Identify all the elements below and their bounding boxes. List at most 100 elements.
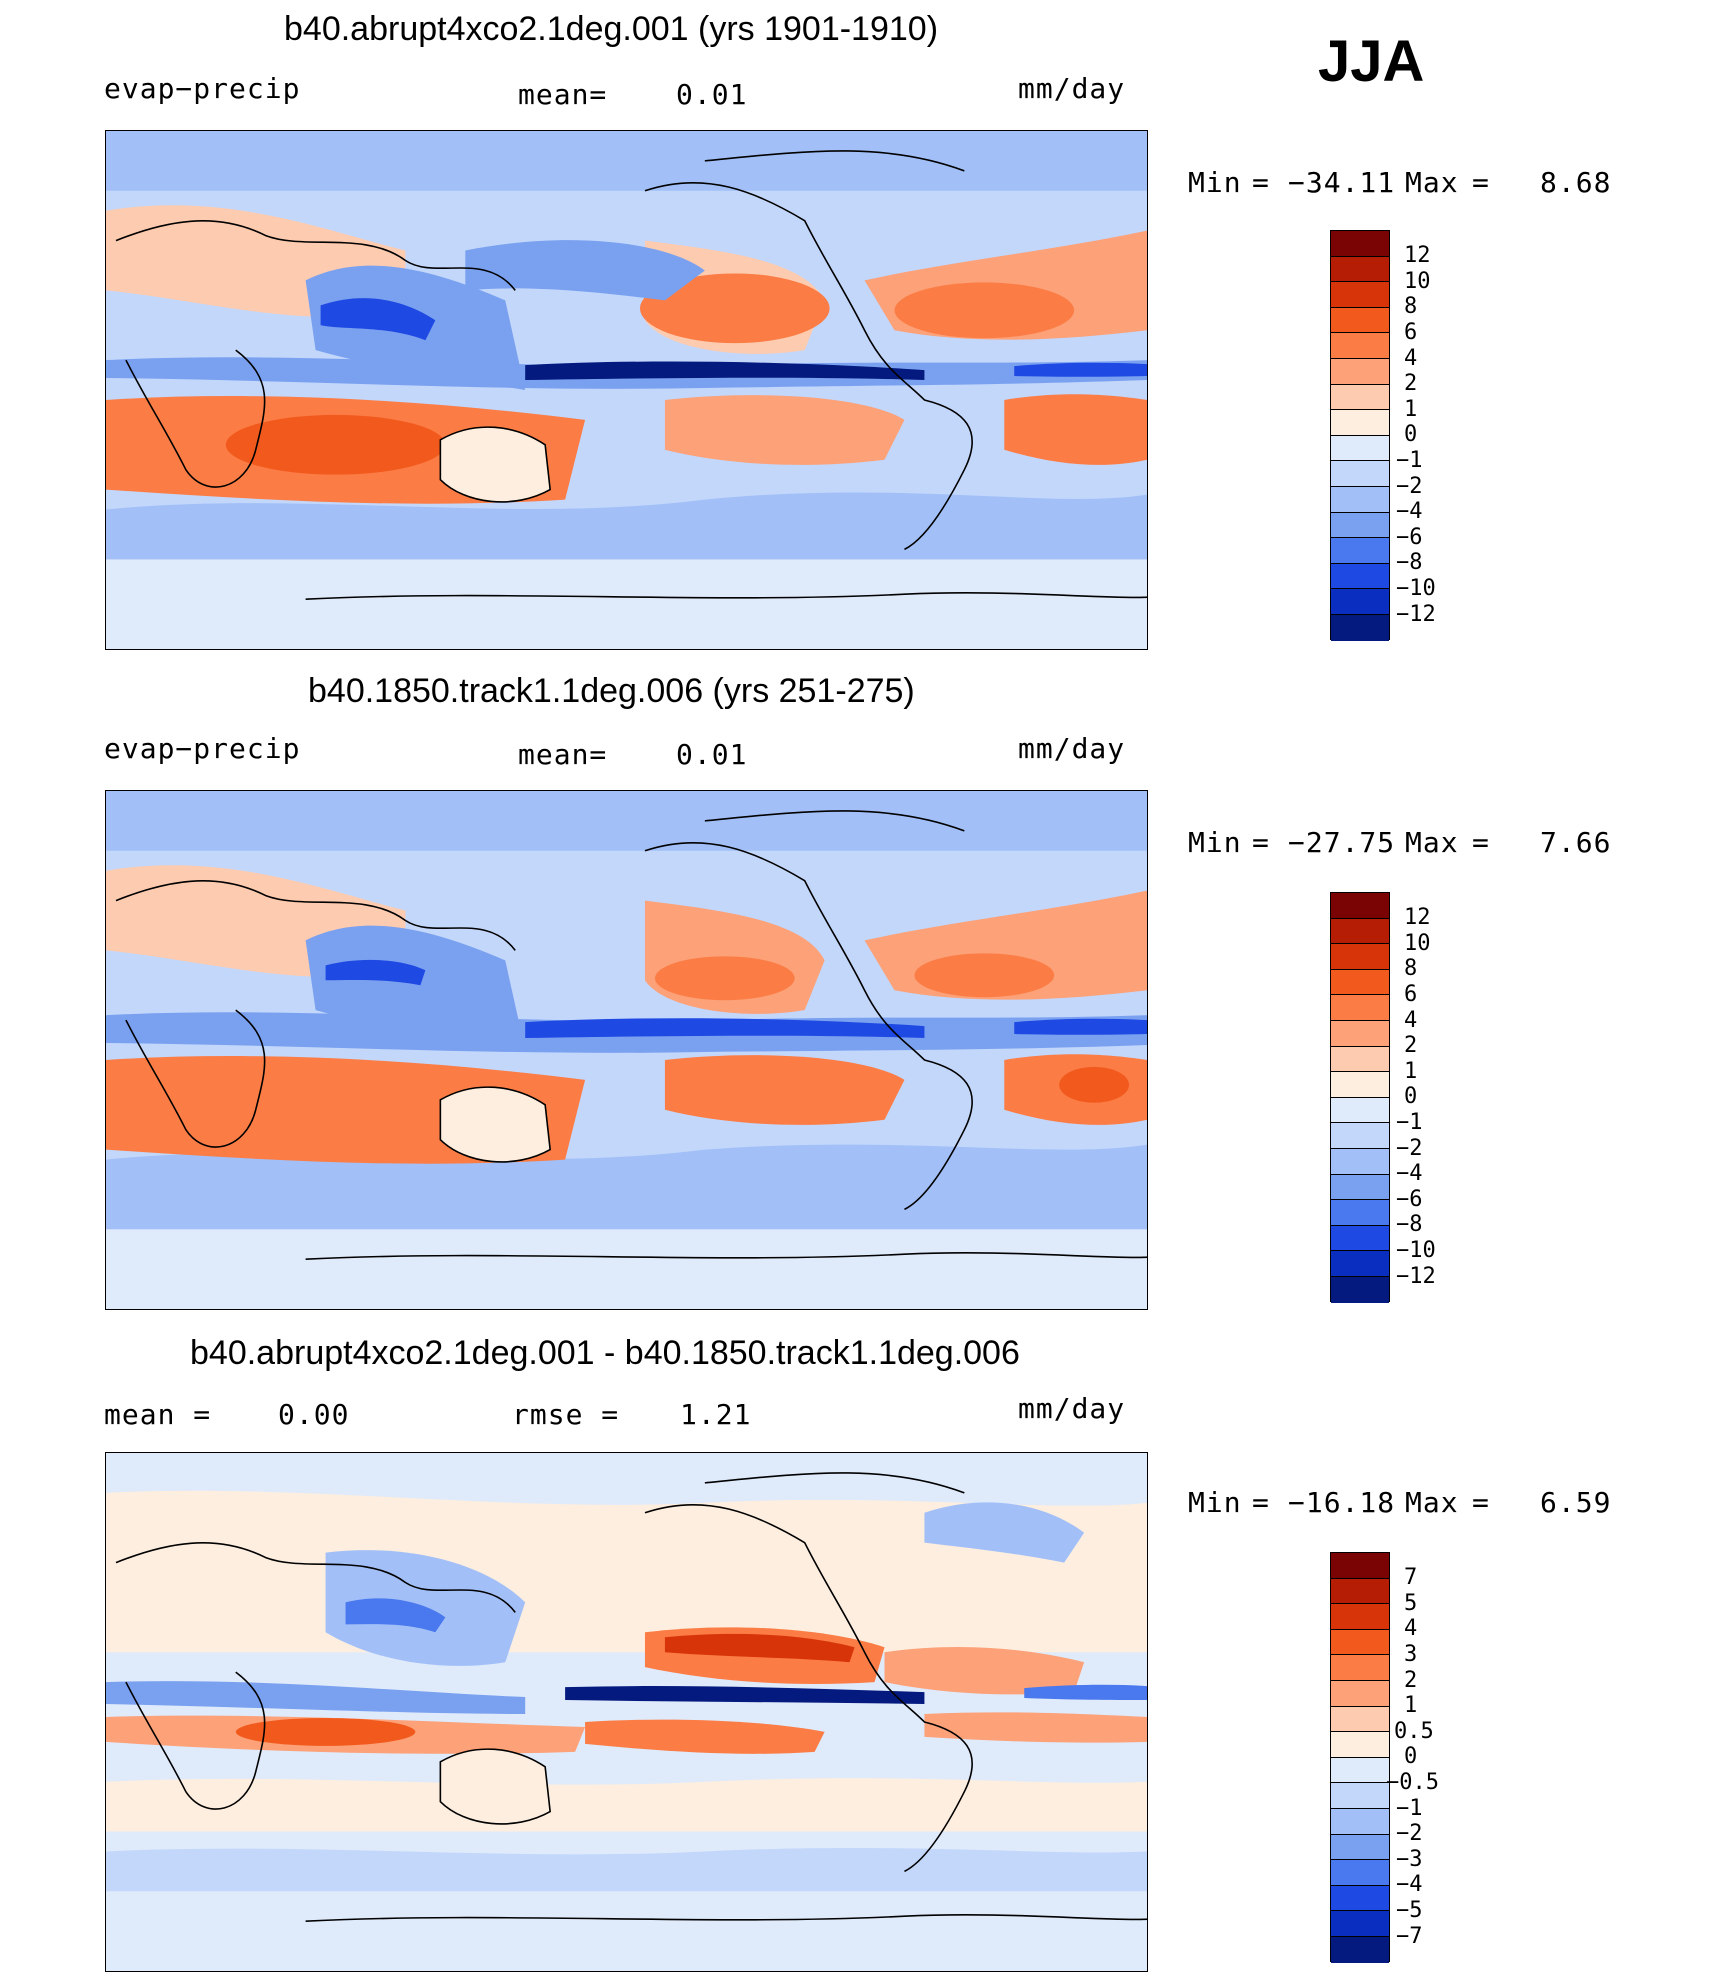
panel2-min-eq: = <box>1252 826 1270 859</box>
panel2-cb-label: −10 <box>1396 1238 1436 1263</box>
panel2-cb-label: −4 <box>1396 1161 1423 1186</box>
panel3-title: b40.abrupt4xco2.1deg.001 - b40.1850.trac… <box>190 1334 1020 1372</box>
panel1-cb-label: 1 <box>1404 397 1418 422</box>
panel3-cb-label: −0.5 <box>1386 1770 1439 1795</box>
panel2-cb-label: 4 <box>1404 1008 1418 1033</box>
panel2-colorbar-bin <box>1331 1251 1389 1277</box>
panel1-mean-label: mean= <box>518 78 608 111</box>
panel1-max-eq: = <box>1472 166 1490 199</box>
panel2-cb-label: 2 <box>1404 1033 1418 1058</box>
panel1-colorbar-bin <box>1331 307 1389 334</box>
panel3-colorbar <box>1330 1552 1390 1963</box>
panel1-cb-label: 10 <box>1404 269 1431 294</box>
panel1-min-label: Min <box>1188 166 1242 199</box>
panel1-map <box>105 130 1148 650</box>
panel3-mean-value: 0.00 <box>278 1398 350 1431</box>
panel2-colorbar-bin <box>1331 995 1389 1021</box>
panel3-colorbar-bin <box>1331 1783 1389 1809</box>
panel1-colorbar-bin <box>1331 384 1389 411</box>
panel3-colorbar-bin <box>1331 1553 1389 1579</box>
panel1-colorbar-bin <box>1331 231 1389 257</box>
panel2-colorbar-bin <box>1331 918 1389 945</box>
panel2-colorbar-bin <box>1331 1123 1389 1149</box>
panel1-cb-label: −2 <box>1396 474 1423 499</box>
panel2-colorbar-bin <box>1331 1046 1389 1073</box>
panel3-colorbar-bin <box>1331 1860 1389 1886</box>
panel3-min-eq: = <box>1252 1486 1270 1519</box>
panel3-cb-label: 1 <box>1404 1693 1418 1718</box>
panel3-cb-label: −2 <box>1396 1821 1423 1846</box>
panel1-colorbar-bin <box>1331 282 1389 308</box>
panel2-variable-label: evap−precip <box>104 732 301 765</box>
panel3-cb-label: −4 <box>1396 1872 1423 1897</box>
panel2-cb-label: −1 <box>1396 1110 1423 1135</box>
panel3-max-eq: = <box>1472 1486 1490 1519</box>
panel2-cb-label: −2 <box>1396 1136 1423 1161</box>
panel2-colorbar-bin <box>1331 1174 1389 1201</box>
panel2-cb-label: −6 <box>1396 1187 1423 1212</box>
panel1-cb-label: 8 <box>1404 294 1418 319</box>
panel3-cb-label: −7 <box>1396 1924 1423 1949</box>
panel2-colorbar-bin <box>1331 1097 1389 1124</box>
panel3-colorbar-bin <box>1331 1936 1389 1963</box>
panel1-colorbar-bin <box>1331 486 1389 513</box>
panel2-colorbar-bin <box>1331 893 1389 919</box>
panel3-colorbar-bin <box>1331 1808 1389 1835</box>
panel1-colorbar-bin <box>1331 358 1389 385</box>
panel1-cb-label: −4 <box>1396 499 1423 524</box>
panel3-max-value: 6.59 <box>1540 1486 1612 1519</box>
panel1-mean-value: 0.01 <box>676 78 748 111</box>
panel1-cb-label: 6 <box>1404 320 1418 345</box>
panel1-colorbar-bin <box>1331 435 1389 462</box>
panel3-colorbar-bin <box>1331 1706 1389 1733</box>
panel2-cb-label: 0 <box>1404 1084 1418 1109</box>
panel3-cb-label: −1 <box>1396 1796 1423 1821</box>
panel1-cb-label: 2 <box>1404 371 1418 396</box>
panel2-min-label: Min <box>1188 826 1242 859</box>
panel2-cb-label: −8 <box>1396 1212 1423 1237</box>
panel2-colorbar-bin <box>1331 1200 1389 1226</box>
panel2-mean-value: 0.01 <box>676 738 748 771</box>
panel2-mean-label: mean= <box>518 738 608 771</box>
panel3-rmse-value: 1.21 <box>680 1398 752 1431</box>
panel1-min-value: −34.11 <box>1288 166 1396 199</box>
panel3-colorbar-bin <box>1331 1885 1389 1912</box>
season-label: JJA <box>1318 29 1425 94</box>
panel3-cb-label: −5 <box>1396 1898 1423 1923</box>
panel1-colorbar-bin <box>1331 333 1389 359</box>
panel1-variable-label: evap−precip <box>104 72 301 105</box>
panel2-units: mm/day <box>1018 732 1126 765</box>
panel2-cb-label: 8 <box>1404 956 1418 981</box>
panel1-cb-label: 4 <box>1404 346 1418 371</box>
panel3-cb-label: 5 <box>1404 1591 1418 1616</box>
panel2-cb-label: 6 <box>1404 982 1418 1007</box>
panel2-colorbar-bin <box>1331 1276 1389 1303</box>
panel3-min-value: −16.18 <box>1288 1486 1396 1519</box>
panel1-colorbar-bin <box>1331 461 1389 487</box>
panel2-colorbar <box>1330 892 1390 1303</box>
panel1-cb-label: 0 <box>1404 422 1418 447</box>
panel2-title: b40.1850.track1.1deg.006 (yrs 251-275) <box>308 672 915 710</box>
panel1-cb-label: −12 <box>1396 602 1436 627</box>
panel1-colorbar-bin <box>1331 256 1389 283</box>
panel1-max-label: Max <box>1405 166 1459 199</box>
panel1-cb-label: −8 <box>1396 550 1423 575</box>
panel1-colorbar-bin <box>1331 563 1389 590</box>
panel3-cb-label: 7 <box>1404 1565 1418 1590</box>
panel3-colorbar-bin <box>1331 1757 1389 1784</box>
panel3-colorbar-bin <box>1331 1834 1389 1861</box>
panel1-min-eq: = <box>1252 166 1270 199</box>
panel3-colorbar-bin <box>1331 1911 1389 1937</box>
panel3-colorbar-bin <box>1331 1732 1389 1758</box>
panel2-cb-label: 1 <box>1404 1059 1418 1084</box>
panel1-title: b40.abrupt4xco2.1deg.001 (yrs 1901-1910) <box>284 10 939 48</box>
panel1-units: mm/day <box>1018 72 1126 105</box>
panel3-mean-label: mean = <box>104 1398 212 1431</box>
panel3-colorbar-bin <box>1331 1655 1389 1681</box>
panel1-colorbar-bin <box>1331 614 1389 641</box>
panel1-colorbar-bin <box>1331 589 1389 615</box>
panel2-colorbar-bin <box>1331 1020 1389 1047</box>
panel3-colorbar-bin <box>1331 1578 1389 1605</box>
panel3-max-label: Max <box>1405 1486 1459 1519</box>
panel3-colorbar-bin <box>1331 1680 1389 1707</box>
